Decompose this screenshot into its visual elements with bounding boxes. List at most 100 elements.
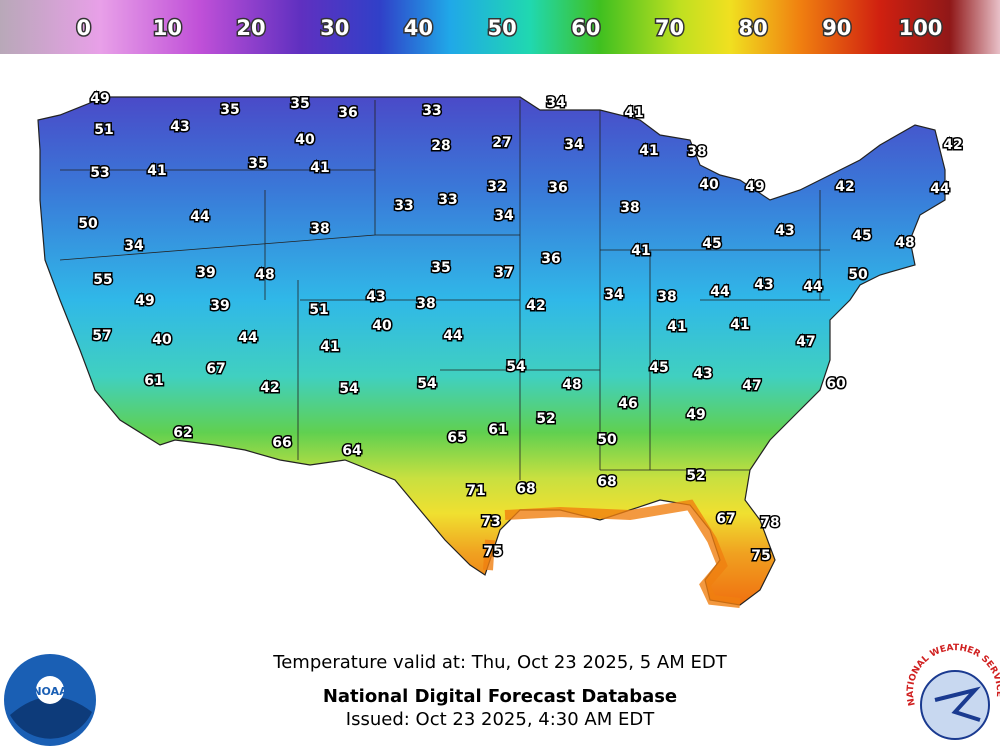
temperature-label: 40 [372, 318, 392, 334]
temperature-label: 33 [438, 192, 457, 208]
temperature-label: 41 [147, 163, 166, 179]
temperature-label: 41 [667, 319, 686, 335]
temperature-label: 42 [943, 137, 962, 153]
temperature-label: 52 [686, 468, 705, 484]
temperature-label: 54 [506, 359, 526, 375]
temperature-label: 37 [494, 265, 513, 281]
temperature-label: 50 [597, 432, 617, 448]
temperature-label: 35 [220, 102, 239, 118]
temperature-label: 36 [338, 105, 357, 121]
temperature-label: 39 [210, 298, 229, 314]
temperature-label: 38 [687, 144, 706, 160]
temperature-label: 43 [754, 277, 773, 293]
temperature-label: 44 [710, 284, 730, 300]
scale-label: 70 [655, 16, 684, 40]
temperature-label: 36 [541, 251, 560, 267]
temperature-label: 47 [796, 334, 815, 350]
temperature-labels: 49 35 35 36 33 34 41 51 43 40 28 27 34 41 38 42 53 41 35 41… [77, 90, 964, 566]
temperature-label: 60 [826, 376, 846, 392]
temperature-label: 44 [803, 279, 823, 295]
temperature-label: 61 [488, 422, 507, 438]
temperature-label: 44 [190, 209, 210, 225]
scale-label: 100 [899, 16, 943, 40]
temperature-label: 67 [206, 361, 225, 377]
scale-label: 10 [153, 16, 182, 40]
temperature-label: 73 [481, 514, 500, 530]
temperature-label: 43 [693, 366, 712, 382]
temperature-label: 50 [78, 216, 98, 232]
temperature-label: 34 [604, 287, 624, 303]
temperature-label: 49 [686, 407, 705, 423]
temperature-label: 39 [196, 265, 215, 281]
temperature-label: 27 [492, 135, 511, 151]
temperature-label: 34 [124, 238, 144, 254]
color-scale: 0 10 20 30 40 50 60 70 80 90 100 [75, 15, 944, 42]
temperature-label: 64 [342, 443, 362, 459]
temperature-label: 49 [135, 293, 154, 309]
scale-label: 0 [76, 16, 91, 40]
scale-label: 20 [236, 16, 265, 40]
temperature-label: 78 [760, 515, 779, 531]
noaa-logo-text: NOAA [32, 685, 68, 698]
temperature-label: 34 [564, 137, 584, 153]
scale-label: 60 [571, 16, 600, 40]
scale-label: 90 [822, 16, 851, 40]
temperature-label: 54 [417, 376, 437, 392]
temperature-label: 44 [443, 328, 463, 344]
temperature-label: 54 [339, 381, 359, 397]
temperature-label: 49 [90, 91, 109, 107]
nws-logo: NATIONAL WEATHER SERVICE [906, 643, 1000, 740]
state-borders [59, 100, 830, 480]
temperature-label: 44 [930, 181, 950, 197]
temperature-label: 41 [624, 105, 643, 121]
temperature-label: 33 [394, 198, 413, 214]
temperature-label: 66 [272, 435, 291, 451]
temperature-label: 35 [290, 96, 309, 112]
temperature-label: 57 [92, 328, 111, 344]
temperature-label: 38 [620, 200, 639, 216]
scale-label: 50 [487, 16, 516, 40]
temperature-label: 42 [835, 179, 854, 195]
temperature-label: 41 [310, 160, 329, 176]
temperature-label: 68 [597, 474, 616, 490]
temperature-label: 55 [93, 272, 112, 288]
temperature-label: 28 [431, 138, 450, 154]
issued-time: Issued: Oct 23 2025, 4:30 AM EDT [346, 709, 655, 730]
temperature-label: 36 [548, 180, 567, 196]
temperature-label: 61 [144, 373, 163, 389]
temperature-label: 49 [745, 179, 764, 195]
temperature-label: 40 [295, 132, 315, 148]
temperature-label: 48 [895, 235, 914, 251]
temperature-label: 38 [657, 289, 676, 305]
temperature-label: 75 [751, 548, 770, 564]
color-scale-bar [0, 0, 1000, 54]
temperature-label: 41 [730, 317, 749, 333]
temperature-label: 35 [431, 260, 450, 276]
temperature-label: 45 [852, 228, 871, 244]
temperature-label: 40 [699, 177, 719, 193]
temperature-label: 75 [483, 544, 502, 560]
temperature-label: 67 [716, 511, 735, 527]
temperature-label: 45 [702, 236, 721, 252]
temperature-label: 41 [320, 339, 339, 355]
scale-label: 40 [404, 16, 433, 40]
temperature-label: 68 [516, 481, 535, 497]
temperature-label: 38 [310, 221, 329, 237]
gulf-coast-band [483, 499, 741, 608]
temperature-label: 42 [260, 380, 279, 396]
temperature-label: 51 [94, 122, 113, 138]
product-title: National Digital Forecast Database [323, 686, 677, 707]
temperature-label: 41 [639, 143, 658, 159]
temperature-label: 45 [649, 360, 668, 376]
temperature-label: 43 [775, 223, 794, 239]
noaa-logo: NOAA [4, 654, 96, 746]
temperature-label: 71 [466, 483, 485, 499]
temperature-label: 65 [447, 430, 466, 446]
temperature-label: 62 [173, 425, 192, 441]
temperature-label: 35 [248, 156, 267, 172]
temperature-label: 40 [152, 332, 172, 348]
temperature-label: 53 [90, 165, 109, 181]
scale-label: 80 [739, 16, 768, 40]
temperature-label: 48 [255, 267, 274, 283]
